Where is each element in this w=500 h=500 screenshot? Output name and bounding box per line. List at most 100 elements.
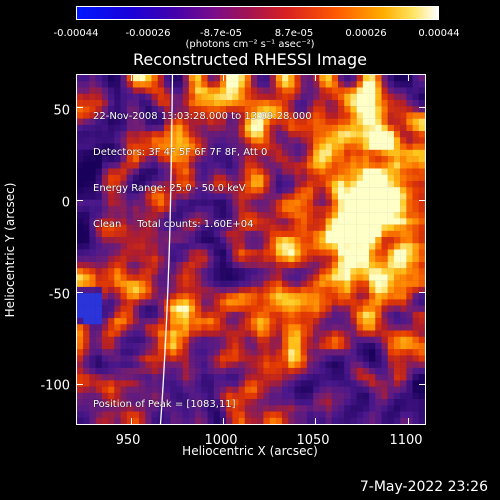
heatmap-cell — [356, 106, 364, 113]
heatmap-cell — [195, 386, 202, 394]
heatmap-cell — [344, 342, 351, 350]
heatmap-cell — [338, 149, 345, 157]
heatmap-cell — [151, 374, 158, 381]
heatmap-cell — [393, 87, 401, 94]
heatmap-cell — [257, 230, 264, 238]
heatmap-cell — [213, 112, 221, 119]
heatmap-cell — [219, 417, 227, 424]
heatmap-cell — [170, 280, 177, 288]
heatmap-cell — [89, 355, 96, 362]
heatmap-cell — [226, 255, 233, 263]
heatmap-cell — [331, 299, 339, 306]
heatmap-cell — [313, 367, 320, 375]
heatmap-cell — [114, 99, 121, 107]
heatmap-cell — [350, 280, 357, 288]
heatmap-cell — [120, 299, 127, 306]
heatmap-cell — [188, 162, 196, 169]
heatmap-cell — [77, 193, 84, 200]
heatmap-cell — [226, 93, 233, 101]
heatmap-cell — [108, 199, 115, 207]
heatmap-cell — [151, 112, 158, 119]
heatmap-cell — [83, 386, 90, 394]
heatmap-cell — [412, 261, 419, 269]
heatmap-cell — [319, 318, 326, 325]
heatmap-cell — [362, 299, 370, 306]
heatmap-cell — [369, 87, 376, 94]
heatmap-cell — [164, 106, 171, 113]
heatmap-cell — [238, 149, 245, 157]
heatmap-cell — [108, 112, 115, 119]
heatmap-cell — [226, 168, 233, 175]
heatmap-cell — [157, 380, 165, 387]
heatmap-cell — [95, 318, 103, 325]
heatmap-cell — [95, 224, 103, 232]
heatmap-cell — [114, 330, 121, 337]
heatmap-cell — [126, 75, 134, 82]
heatmap-cell — [89, 336, 96, 344]
heatmap-cell — [83, 268, 90, 275]
heatmap-cell — [151, 417, 158, 424]
heatmap-cell — [201, 280, 208, 288]
heatmap-cell — [406, 392, 413, 400]
heatmap-cell — [126, 124, 134, 132]
heatmap-cell — [282, 355, 289, 362]
heatmap-cell — [282, 137, 289, 144]
heatmap-cell — [232, 280, 239, 288]
heatmap-cell — [101, 243, 109, 250]
heatmap-cell — [338, 374, 345, 381]
heatmap-cell — [170, 367, 177, 375]
heatmap-cell — [251, 99, 258, 107]
heatmap-cell — [226, 143, 233, 150]
heatmap-cell — [319, 106, 326, 113]
heatmap-cell — [393, 311, 401, 319]
heatmap-cell — [313, 355, 320, 362]
heatmap-cell — [139, 99, 146, 107]
heatmap-cell — [381, 137, 388, 144]
heatmap-cell — [145, 156, 152, 163]
heatmap-cell — [164, 118, 171, 126]
heatmap-cell — [145, 118, 152, 126]
heatmap-cell — [350, 299, 357, 306]
heatmap-cell — [176, 168, 183, 175]
heatmap-cell — [219, 149, 227, 157]
heatmap-cell — [306, 255, 314, 263]
heatmap-cell — [114, 249, 121, 256]
heatmap-cell — [306, 355, 314, 362]
heatmap-cell — [300, 180, 308, 188]
heatmap-cell — [418, 212, 425, 219]
heatmap-cell — [387, 249, 395, 256]
heatmap-cell — [257, 137, 264, 144]
heatmap-cell — [170, 286, 177, 294]
heatmap-cell — [213, 168, 221, 175]
heatmap-cell — [406, 75, 413, 82]
heatmap-cell — [406, 380, 413, 387]
heatmap-cell — [356, 324, 364, 331]
heatmap-cell — [275, 374, 283, 381]
heatmap-cell — [151, 212, 158, 219]
heatmap-cell — [195, 230, 202, 238]
heatmap-cell — [238, 81, 245, 88]
heatmap-cell — [120, 81, 127, 88]
heatmap-cell — [381, 168, 388, 175]
heatmap-cell — [338, 399, 345, 406]
heatmap-cell — [114, 124, 121, 132]
heatmap-cell — [325, 224, 332, 232]
heatmap-cell — [418, 81, 425, 88]
heatmap-cell — [145, 305, 152, 313]
heatmap-cell — [101, 324, 109, 331]
heatmap-cell — [356, 342, 364, 350]
heatmap-cell — [282, 174, 289, 182]
heatmap-cell — [288, 392, 295, 400]
heatmap-cell — [381, 293, 388, 300]
heatmap-cell — [251, 174, 258, 182]
heatmap-cell — [344, 355, 351, 362]
heatmap-cell — [114, 349, 121, 356]
heatmap-cell — [400, 243, 407, 250]
heatmap-cell — [83, 131, 90, 138]
heatmap-cell — [238, 75, 245, 82]
heatmap-cell — [139, 112, 146, 119]
heatmap-cell — [195, 124, 202, 132]
heatmap-cell — [375, 280, 382, 288]
heatmap-cell — [244, 93, 252, 101]
heatmap-cell — [288, 174, 295, 182]
